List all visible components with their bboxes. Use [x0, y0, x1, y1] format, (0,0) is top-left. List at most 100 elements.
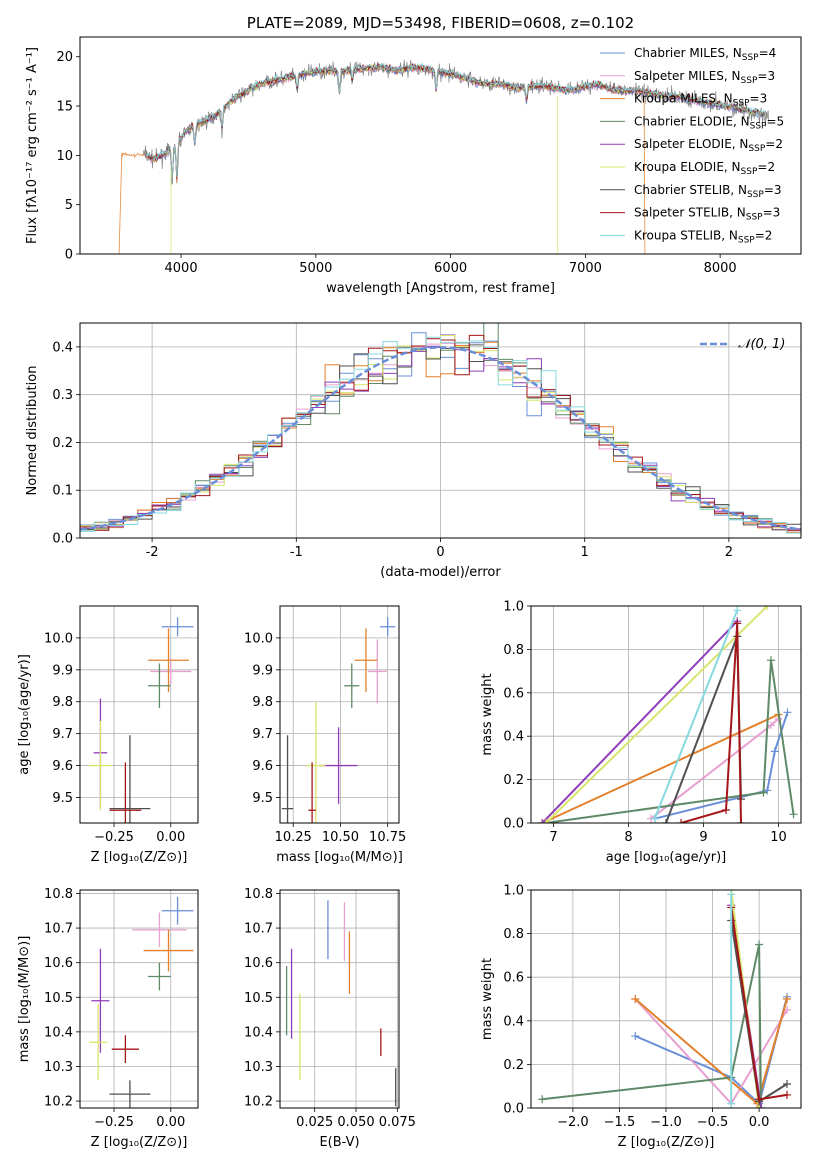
- plot-area: [118, 59, 770, 254]
- weight-marker-kroupa_stelib: [727, 890, 736, 899]
- legend-label-subscript: SSP: [748, 144, 765, 154]
- y-tick-label: 10: [56, 149, 73, 164]
- y-tick-label: 20: [56, 50, 73, 65]
- plot-area: [89, 617, 194, 823]
- y-tick-label: 10.3: [244, 1060, 273, 1075]
- panel-spectrum: 4000 5000 6000 7000 8000 0 5 10 15 20 wavelength […: [25, 36, 802, 296]
- y-tick-label: 0.4: [503, 730, 524, 745]
- legend-label-count: =3: [764, 183, 782, 197]
- legend-label-chabrier_stelib: Chabrier STELIB, NSSP=3: [634, 183, 782, 200]
- axes-frame: [279, 605, 400, 824]
- weight-marker-chabrier_elodie: [538, 1095, 547, 1104]
- weight-marker-salpeter_stelib: [783, 1090, 792, 1099]
- legend-label-main: Salpeter ELODIE, N: [634, 137, 748, 151]
- legend-label-main: Salpeter STELIB, N: [634, 206, 746, 220]
- y-tick-label: 0.3: [52, 388, 73, 403]
- y-tick-label: 1.0: [503, 600, 524, 615]
- y-tick-label: 10.0: [244, 631, 273, 646]
- y-tick-label: 10.2: [44, 1095, 73, 1110]
- y-tick-label: 0: [65, 248, 73, 263]
- weight-marker-kroupa_elodie: [542, 819, 550, 823]
- y-axis-label: Flux [fλ10⁻¹⁷ erg cm⁻² s⁻¹ A⁻¹]: [25, 47, 40, 244]
- x-tick-label: −2.0: [557, 1115, 589, 1130]
- weight-line-salpeter_stelib: [680, 623, 742, 823]
- legend-label-subscript: SSP: [742, 53, 759, 63]
- y-tick-label: 0.8: [503, 643, 524, 658]
- legend-label-main: Salpeter MILES, N: [634, 69, 741, 83]
- weight-marker-salpeter_stelib: [722, 805, 730, 814]
- y-tick-label: 9.7: [252, 727, 273, 742]
- x-axis-label: Z [log₁₀(Z/Z⊙)]: [91, 1135, 188, 1150]
- x-tick-label: 0.075: [379, 1115, 416, 1130]
- weight-marker-chabrier_miles: [770, 747, 779, 756]
- y-tick-label: 9.9: [252, 663, 273, 678]
- legend-label-count: =4: [759, 46, 777, 60]
- legend-label-count: =2: [765, 137, 783, 151]
- y-tick-label: 9.5: [52, 791, 73, 806]
- y-tick-label: 1.0: [503, 884, 524, 899]
- x-tick-label: 0.00: [156, 1115, 185, 1130]
- x-axis-label: (data-model)/error: [380, 565, 501, 580]
- y-tick-label: 9.6: [52, 759, 73, 774]
- panel-mass_vs_Z: −0.25 0.00 10.2 10.3 10.4 10.5 10.6 10.7 10.8 Z […: [17, 887, 199, 1150]
- y-axis-label: mass [log₁₀(M/M⊙)]: [17, 936, 32, 1063]
- panel-mass_vs_ebv: 0.025 0.050 0.075 10.2 10.3 10.4 10.5 10.6 10.7 1…: [244, 887, 416, 1150]
- legend-label-main: Chabrier ELODIE, N: [634, 114, 750, 128]
- x-tick-label: −0.25: [94, 1115, 134, 1130]
- x-tick-label: −0.5: [697, 1115, 729, 1130]
- weight-marker-salpeter_stelib: [755, 1095, 764, 1104]
- y-tick-label: 0.2: [503, 1058, 524, 1073]
- x-tick-label: -2: [146, 545, 159, 560]
- legend-label-subscript: SSP: [733, 99, 750, 109]
- y-tick-label: 0.0: [52, 532, 73, 547]
- legend-label-kroupa_miles: Kroupa MILES, NSSP=3: [634, 92, 767, 109]
- y-tick-label: 10.7: [244, 922, 273, 937]
- weight-line-salpeter_elodie: [541, 620, 738, 823]
- legend-label-main: Kroupa ELODIE, N: [634, 160, 741, 174]
- plot-area: [89, 896, 194, 1108]
- normal-curve: [80, 346, 801, 531]
- legend-label-subscript: SSP: [738, 235, 755, 245]
- x-axis-label: Z [log₁₀(Z/Z⊙)]: [91, 850, 188, 865]
- weight-marker-chabrier_elodie: [789, 810, 798, 819]
- panel-weight_vs_age: 7 8 9 10 0.0 0.2 0.4 0.6 0.8 1.0 age [log₁₀(age/yr…: [480, 600, 802, 865]
- weight-marker-kroupa_stelib: [727, 1099, 736, 1108]
- plot-area: [80, 323, 801, 538]
- weight-marker-kroupa_elodie: [763, 606, 772, 610]
- weight-marker-kroupa_stelib: [733, 606, 742, 615]
- x-tick-label: 6000: [434, 261, 467, 276]
- y-tick-label: 9.8: [252, 695, 273, 710]
- y-tick-label: 0.0: [503, 817, 524, 832]
- y-tick-label: 10.8: [244, 887, 273, 902]
- weight-line-kroupa_miles: [634, 998, 788, 1106]
- weight-line-salpeter_miles: [634, 998, 788, 1106]
- y-tick-label: 10.6: [44, 956, 73, 971]
- legend-label-subscript: SSP: [750, 121, 767, 131]
- weight-line-chabrier_elodie: [542, 944, 762, 1108]
- x-tick-label: −1.5: [604, 1115, 636, 1130]
- weight-marker-chabrier_elodie: [755, 940, 764, 949]
- legend-label-main: Kroupa STELIB, N: [634, 228, 738, 242]
- weight-marker-kroupa_stelib: [650, 814, 659, 823]
- axes-frame: [79, 36, 802, 255]
- plot-area: [538, 606, 798, 823]
- x-tick-label: 10.75: [369, 830, 406, 845]
- y-axis-label: mass weight: [480, 673, 495, 755]
- y-axis-label: age [log₁₀(age/yr)]: [17, 654, 32, 775]
- y-axis-label: mass weight: [480, 958, 495, 1040]
- x-tick-label: 9: [699, 830, 707, 845]
- legend-label-normal: 𝒩(0, 1): [738, 337, 785, 352]
- legend-label-main: Chabrier STELIB, N: [634, 183, 747, 197]
- legend-label-subscript: SSP: [741, 76, 758, 86]
- legend-label-subscript: SSP: [746, 213, 763, 223]
- weight-line-kroupa_elodie: [545, 606, 769, 823]
- plot-area: [281, 617, 396, 823]
- y-tick-label: 0.0: [503, 1102, 524, 1117]
- weight-marker-salpeter_stelib: [733, 619, 742, 628]
- x-tick-label: 0.00: [156, 830, 185, 845]
- y-axis-label: Normed distribution: [25, 366, 40, 496]
- y-tick-label: 10.4: [44, 1025, 73, 1040]
- y-tick-label: 9.9: [52, 663, 73, 678]
- weight-marker-chabrier_elodie: [767, 656, 775, 665]
